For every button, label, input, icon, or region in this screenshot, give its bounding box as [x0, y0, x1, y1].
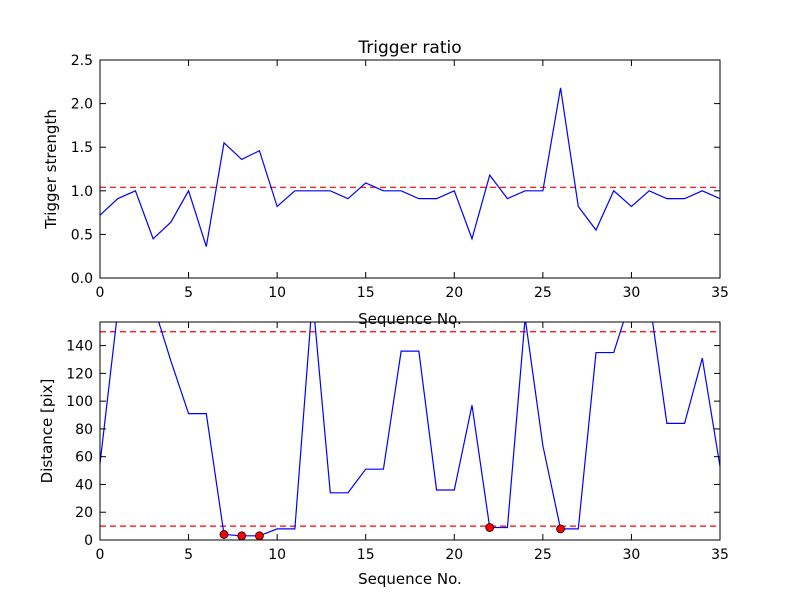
x-tick-label: 30: [623, 547, 641, 563]
x-axis-label: Sequence No.: [358, 310, 462, 328]
x-tick-label: 15: [357, 547, 375, 563]
x-tick-label: 5: [184, 547, 193, 563]
axes-frame: [99, 59, 721, 279]
x-tick-label: 30: [623, 285, 641, 301]
distance-chart: 0 5 10 15 20 25 30 35 0 20 40 60 80 100 120 140 Sequenc…: [38, 321, 729, 588]
x-tick-label: 10: [268, 285, 286, 301]
chart-title: Trigger ratio: [357, 38, 461, 58]
y-axis-label: Distance [pix]: [38, 379, 56, 484]
y-tick-label: 100: [66, 394, 93, 410]
x-axis-label: Sequence No.: [358, 570, 462, 588]
x-tick-label: 25: [534, 547, 552, 563]
data-point-marker: [255, 531, 264, 540]
axis-ticks: 0 5 10 15 20 25 30 35 0 20 40 60 80 100 120 140: [66, 322, 729, 563]
y-tick-label: 60: [75, 450, 93, 466]
x-tick-label: 25: [534, 285, 552, 301]
x-tick-label: 5: [184, 285, 193, 301]
y-tick-label: 2.5: [71, 53, 93, 69]
y-tick-label: 20: [75, 505, 93, 521]
x-tick-label: 15: [357, 285, 375, 301]
trigger-ratio-chart: Trigger ratio 0 5 10 15 20 25 30 35 0.0 0.5 1.0 1.5…: [42, 38, 729, 328]
x-tick-label: 0: [96, 285, 105, 301]
axis-ticks: 0 5 10 15 20 25 30 35 0.0 0.5 1.0 1.5 2.0 2.5: [71, 53, 729, 301]
y-tick-label: 140: [66, 339, 93, 355]
plot-area: [100, 87, 720, 247]
data-point-marker: [556, 524, 565, 534]
y-tick-label: 0.5: [71, 227, 93, 243]
y-tick-label: 0: [84, 533, 93, 549]
y-tick-label: 80: [75, 422, 93, 438]
y-tick-label: 1.5: [71, 140, 93, 156]
y-tick-label: 1.0: [71, 184, 93, 200]
series-line: [100, 87, 720, 247]
series-line: [100, 322, 720, 537]
data-point-marker: [237, 531, 247, 540]
axes-frame: [99, 321, 721, 541]
y-axis-label: Trigger strength: [42, 109, 60, 230]
x-tick-label: 10: [268, 547, 286, 563]
y-tick-label: 40: [75, 477, 93, 493]
x-tick-label: 20: [445, 285, 463, 301]
data-point-marker: [219, 530, 229, 539]
y-tick-label: 2.0: [71, 97, 93, 113]
x-tick-label: 35: [711, 285, 729, 301]
x-tick-label: 0: [96, 547, 105, 563]
x-tick-label: 20: [445, 547, 463, 563]
plot-area: [100, 322, 720, 540]
y-tick-label: 0.0: [71, 271, 93, 287]
x-tick-label: 35: [711, 547, 729, 563]
data-point-marker: [485, 523, 495, 532]
y-tick-label: 120: [66, 366, 93, 382]
